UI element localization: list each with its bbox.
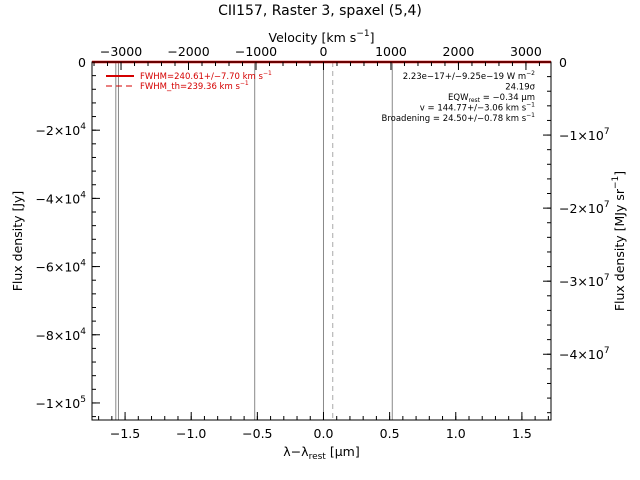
axis-labels-group: λ−λrest [μm] Velocity [km s−1] Flux densit… [10, 29, 627, 462]
legend-text-1: FWHM_th=239.36 km s−1 [140, 80, 249, 92]
velocity-tick-label: 0 [320, 44, 328, 59]
y-tick-label: −1×105 [35, 395, 86, 411]
x-axis-label: λ−λrest [μm] [283, 444, 359, 462]
top-axis-label: Velocity [km s−1] [269, 29, 375, 45]
y2-tick-label: −1×107 [559, 127, 610, 143]
velocity-tick-label: 3000 [510, 44, 542, 59]
velocity-tick-label: 1000 [375, 44, 407, 59]
velocity-tick-label: 2000 [443, 44, 475, 59]
tick-labels-group: −1.5 −1.0 −0.5 0.0 0.5 1.0 1.5 −3000 −2000 −1000 0… [35, 44, 609, 441]
y2-tick-label: −4×107 [559, 346, 610, 362]
annotation-line-1: 24.19σ [505, 83, 535, 93]
y-tick-label: −2×104 [35, 122, 86, 138]
y-tick-label: 0 [78, 55, 86, 70]
y-tick-label: −8×104 [35, 327, 86, 343]
y-axis-label: Flux density [Jy] [10, 191, 25, 292]
x-tick-label: 0.0 [314, 426, 334, 441]
y-tick-label: −4×104 [35, 190, 86, 206]
vertical-lines [115, 62, 393, 420]
legend: FWHM=240.61+/−7.70 km s−1FWHM_th=239.36 … [106, 70, 272, 92]
velocity-tick-label: −1000 [235, 44, 277, 59]
annotation-line-0: 2.23e−17+/−9.25e−19 W m−2 [403, 70, 535, 82]
y2-axis-label: Flux density [MJy sr−1] [611, 171, 627, 311]
x-tick-label: 0.5 [380, 426, 400, 441]
y2-tick-label: 0 [559, 55, 567, 70]
velocity-tick-label: −2000 [167, 44, 209, 59]
y2-tick-label: −3×107 [559, 273, 610, 289]
legend-text-0: FWHM=240.61+/−7.70 km s−1 [140, 70, 272, 82]
x-tick-label: 1.5 [512, 426, 532, 441]
annotation-line-3: v = 144.77+/−3.06 km s−1 [420, 102, 535, 114]
x-tick-label: −0.5 [242, 426, 272, 441]
x-tick-label: −1.0 [176, 426, 206, 441]
annotation-line-4: Broadening = 24.50+/−0.78 km s−1 [382, 112, 536, 124]
velocity-tick-label: −3000 [100, 44, 142, 59]
annotation-line-2: EQWrest = −0.34 μm [448, 93, 535, 104]
y-tick-label: −6×104 [35, 259, 86, 275]
plot-frame [91, 61, 552, 421]
y2-tick-label: −2×107 [559, 200, 610, 216]
x-tick-label: 1.0 [446, 426, 466, 441]
ticks-group [92, 61, 551, 420]
chart-title: CII157, Raster 3, spaxel (5,4) [218, 3, 422, 19]
x-tick-label: −1.5 [110, 426, 140, 441]
